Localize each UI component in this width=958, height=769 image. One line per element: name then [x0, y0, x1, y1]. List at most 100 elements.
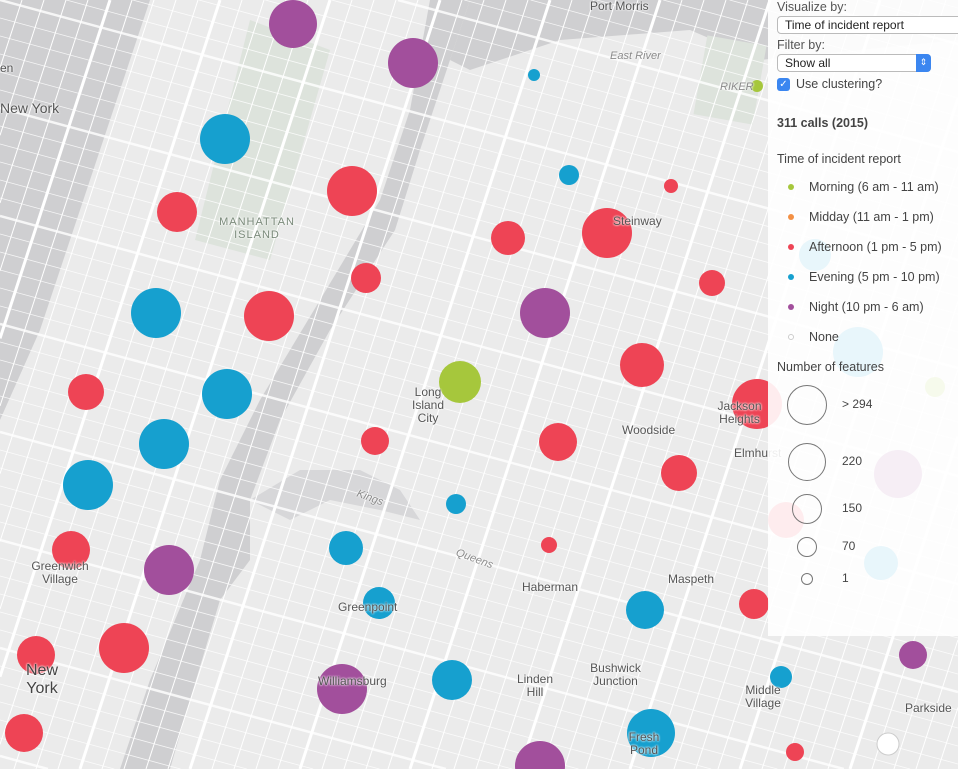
cluster-night[interactable]	[520, 288, 570, 338]
cluster-night[interactable]	[899, 641, 927, 669]
street-line	[0, 0, 199, 610]
map-label: East River	[610, 50, 661, 62]
legend-title: Time of incident report	[777, 152, 901, 166]
map-label: Bushwick Junction	[590, 661, 641, 688]
cluster-afternoon[interactable]	[157, 192, 197, 232]
map-label: Middle Village	[745, 683, 781, 710]
east-river	[120, 0, 470, 769]
park	[693, 35, 767, 125]
street-line	[541, 0, 793, 769]
cluster-night[interactable]	[269, 0, 317, 48]
cluster-morning[interactable]	[751, 80, 763, 92]
cluster-evening[interactable]	[446, 494, 466, 514]
map-label: Steinway	[613, 214, 662, 228]
cluster-evening[interactable]	[200, 114, 250, 164]
size-label: 150	[842, 501, 863, 515]
cluster-evening[interactable]	[202, 369, 252, 419]
cluster-afternoon[interactable]	[17, 636, 55, 674]
street-line	[0, 611, 579, 769]
size-ring-icon	[788, 443, 826, 481]
street-line	[387, 0, 639, 769]
cluster-afternoon[interactable]	[5, 714, 43, 752]
size-ring-icon	[787, 385, 827, 425]
map-label: Greenwich Village	[31, 559, 89, 586]
cluster-evening[interactable]	[363, 587, 395, 619]
street-line	[211, 0, 463, 769]
street-line	[0, 467, 958, 729]
cluster-evening[interactable]	[329, 531, 363, 565]
legend-item-evening: Evening (5 pm - 10 pm)	[788, 262, 958, 292]
cluster-afternoon[interactable]	[582, 208, 632, 258]
filter-select[interactable]: Show all ⇕	[777, 54, 931, 72]
street-line	[0, 754, 49, 769]
cluster-afternoon[interactable]	[541, 537, 557, 553]
street-line	[0, 701, 247, 769]
map-label: MANHATTAN ISLAND	[219, 216, 295, 241]
cluster-night[interactable]	[388, 38, 438, 88]
street-line	[0, 0, 112, 339]
cluster-evening[interactable]	[627, 709, 675, 757]
street-line	[0, 683, 314, 769]
cluster-night[interactable]	[144, 545, 194, 595]
cluster-evening[interactable]	[139, 419, 189, 469]
legend-label: Midday (11 am - 1 pm)	[809, 210, 934, 224]
cluster-afternoon[interactable]	[244, 291, 294, 341]
street-line	[0, 665, 380, 769]
cluster-night[interactable]	[515, 741, 565, 769]
cluster-afternoon[interactable]	[699, 270, 725, 296]
cluster-afternoon[interactable]	[620, 343, 664, 387]
street-line	[0, 646, 447, 769]
cluster-evening[interactable]	[63, 460, 113, 510]
map-label: Jackson Heights	[717, 399, 762, 426]
cluster-afternoon[interactable]	[52, 531, 90, 569]
legend-label: None	[809, 330, 839, 344]
cluster-evening[interactable]	[626, 591, 664, 629]
cluster-evening[interactable]	[528, 69, 540, 81]
map-label: Greenpoint	[338, 600, 398, 614]
filter-label: Filter by:	[777, 38, 825, 52]
cluster-afternoon[interactable]	[539, 423, 577, 461]
size-ring-icon	[792, 494, 822, 524]
cluster-evening[interactable]	[131, 288, 181, 338]
clustering-checkbox[interactable]: ✓	[777, 77, 790, 91]
street-line	[188, 0, 442, 769]
size-label: 70	[842, 539, 856, 553]
map-label: Woodside	[622, 423, 676, 437]
hudson-river	[0, 0, 150, 420]
legend-label: Afternoon (1 pm - 5 pm)	[809, 240, 942, 254]
legend-item-morning: Morning (6 am - 11 am)	[788, 172, 958, 202]
size-legend: > 294 220 150 70 1	[777, 374, 958, 604]
cluster-afternoon[interactable]	[786, 743, 804, 761]
cluster-evening[interactable]	[432, 660, 472, 700]
street-line	[0, 0, 177, 542]
legend-label: Morning (6 am - 11 am)	[809, 180, 939, 194]
newtown-creek	[250, 470, 420, 520]
legend-item-none: None	[788, 322, 958, 352]
legend-label: Night (10 pm - 6 am)	[809, 300, 924, 314]
cluster-afternoon[interactable]	[361, 427, 389, 455]
cluster-afternoon[interactable]	[351, 263, 381, 293]
map-label: Williamsburg	[318, 674, 387, 688]
cluster-none[interactable]	[876, 732, 900, 756]
cluster-night[interactable]	[317, 664, 367, 714]
cluster-evening[interactable]	[559, 165, 579, 185]
cluster-afternoon[interactable]	[99, 623, 149, 673]
street-line	[0, 629, 513, 769]
legend-dot-icon	[788, 214, 794, 220]
map-label: en	[0, 61, 14, 75]
dataset-title: 311 calls (2015)	[777, 116, 869, 130]
cluster-afternoon[interactable]	[739, 589, 769, 619]
street-line	[431, 0, 683, 769]
cluster-afternoon[interactable]	[661, 455, 697, 491]
cluster-evening[interactable]	[770, 666, 792, 688]
street-line	[255, 0, 507, 769]
visualize-select[interactable]: Time of incident report	[777, 16, 958, 34]
cluster-afternoon[interactable]	[491, 221, 525, 255]
street-line	[408, 0, 662, 769]
cluster-morning[interactable]	[439, 361, 481, 403]
street-line	[475, 0, 727, 769]
cluster-afternoon[interactable]	[664, 179, 678, 193]
cluster-afternoon[interactable]	[327, 166, 377, 216]
legend-dot-icon	[788, 274, 794, 280]
cluster-afternoon[interactable]	[68, 374, 104, 410]
